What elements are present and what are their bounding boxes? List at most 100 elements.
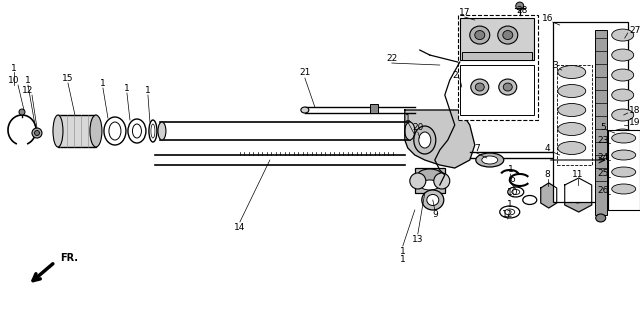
Text: 1: 1 bbox=[145, 85, 151, 94]
Text: 20: 20 bbox=[412, 122, 424, 131]
Text: 18: 18 bbox=[629, 106, 640, 115]
Bar bbox=[460, 18, 534, 60]
Ellipse shape bbox=[427, 195, 439, 205]
Ellipse shape bbox=[612, 184, 636, 194]
Text: 12: 12 bbox=[22, 85, 34, 94]
Text: 1: 1 bbox=[405, 114, 411, 122]
Text: 23: 23 bbox=[597, 136, 609, 145]
Ellipse shape bbox=[612, 109, 634, 121]
Ellipse shape bbox=[301, 107, 309, 113]
Text: 9: 9 bbox=[432, 211, 438, 219]
Ellipse shape bbox=[612, 149, 634, 161]
Bar bbox=[460, 65, 534, 115]
Bar bbox=[370, 104, 378, 113]
Circle shape bbox=[434, 173, 450, 189]
Text: 19: 19 bbox=[629, 117, 640, 127]
Ellipse shape bbox=[612, 129, 634, 141]
Ellipse shape bbox=[109, 122, 121, 140]
Ellipse shape bbox=[503, 31, 513, 40]
Bar bbox=[58, 115, 96, 147]
Ellipse shape bbox=[498, 26, 518, 44]
Text: 28: 28 bbox=[516, 5, 527, 15]
Text: 17: 17 bbox=[459, 8, 470, 17]
Ellipse shape bbox=[557, 104, 586, 116]
Circle shape bbox=[410, 173, 426, 189]
Ellipse shape bbox=[612, 150, 636, 160]
Ellipse shape bbox=[612, 133, 636, 143]
Text: 2: 2 bbox=[452, 70, 458, 79]
Circle shape bbox=[19, 109, 25, 115]
Text: 25: 25 bbox=[597, 169, 609, 179]
Ellipse shape bbox=[557, 122, 586, 136]
Ellipse shape bbox=[475, 31, 484, 40]
Ellipse shape bbox=[503, 83, 512, 91]
Ellipse shape bbox=[612, 49, 634, 61]
Bar bbox=[458, 15, 538, 120]
Ellipse shape bbox=[612, 29, 634, 41]
Text: FR.: FR. bbox=[60, 253, 78, 263]
Text: 1: 1 bbox=[124, 84, 130, 93]
Circle shape bbox=[35, 130, 40, 136]
Ellipse shape bbox=[471, 79, 489, 95]
Text: 11: 11 bbox=[572, 170, 584, 180]
Text: 12: 12 bbox=[502, 211, 513, 219]
Bar bbox=[595, 30, 607, 215]
Ellipse shape bbox=[151, 124, 155, 138]
Text: 8: 8 bbox=[545, 170, 550, 180]
Ellipse shape bbox=[132, 124, 141, 138]
Ellipse shape bbox=[557, 85, 586, 98]
Ellipse shape bbox=[405, 122, 415, 140]
Ellipse shape bbox=[571, 187, 585, 203]
Text: 6: 6 bbox=[509, 175, 515, 184]
Text: 24: 24 bbox=[597, 152, 609, 161]
Text: 10: 10 bbox=[8, 76, 20, 85]
Ellipse shape bbox=[128, 119, 146, 143]
Ellipse shape bbox=[90, 115, 102, 147]
Ellipse shape bbox=[476, 153, 504, 167]
Polygon shape bbox=[405, 110, 475, 168]
Text: 1: 1 bbox=[100, 78, 106, 87]
Circle shape bbox=[516, 2, 524, 10]
Text: 10: 10 bbox=[507, 189, 518, 197]
Text: 16: 16 bbox=[542, 14, 554, 23]
Ellipse shape bbox=[612, 69, 634, 81]
Text: 22: 22 bbox=[386, 54, 397, 63]
Text: 14: 14 bbox=[234, 224, 246, 233]
Text: 13: 13 bbox=[412, 235, 424, 244]
Text: 1: 1 bbox=[11, 63, 17, 72]
Ellipse shape bbox=[499, 79, 516, 95]
Ellipse shape bbox=[104, 117, 126, 145]
Text: 1: 1 bbox=[400, 256, 406, 264]
Ellipse shape bbox=[512, 189, 520, 195]
Ellipse shape bbox=[418, 169, 442, 181]
Ellipse shape bbox=[420, 180, 440, 190]
Bar bbox=[608, 130, 640, 210]
Ellipse shape bbox=[557, 65, 586, 78]
Bar bbox=[415, 168, 445, 193]
Text: 21: 21 bbox=[299, 68, 310, 77]
Ellipse shape bbox=[158, 122, 166, 140]
Polygon shape bbox=[541, 183, 557, 208]
Ellipse shape bbox=[470, 26, 490, 44]
Text: 1: 1 bbox=[25, 76, 31, 85]
Text: 7: 7 bbox=[474, 144, 479, 152]
Bar bbox=[557, 65, 592, 165]
Text: 4: 4 bbox=[545, 144, 550, 152]
Ellipse shape bbox=[482, 156, 498, 164]
Text: 5: 5 bbox=[600, 122, 605, 131]
Polygon shape bbox=[564, 178, 592, 212]
Text: 15: 15 bbox=[62, 74, 74, 83]
Ellipse shape bbox=[596, 214, 605, 222]
Text: 1: 1 bbox=[507, 200, 513, 210]
Ellipse shape bbox=[414, 126, 436, 154]
Text: 3: 3 bbox=[552, 61, 557, 70]
Ellipse shape bbox=[53, 115, 63, 147]
Ellipse shape bbox=[557, 142, 586, 154]
Ellipse shape bbox=[612, 167, 636, 177]
Bar bbox=[553, 22, 628, 202]
Ellipse shape bbox=[523, 196, 537, 204]
Ellipse shape bbox=[419, 132, 431, 148]
Text: 1: 1 bbox=[508, 166, 514, 174]
Ellipse shape bbox=[508, 187, 524, 197]
Bar bbox=[462, 52, 532, 60]
